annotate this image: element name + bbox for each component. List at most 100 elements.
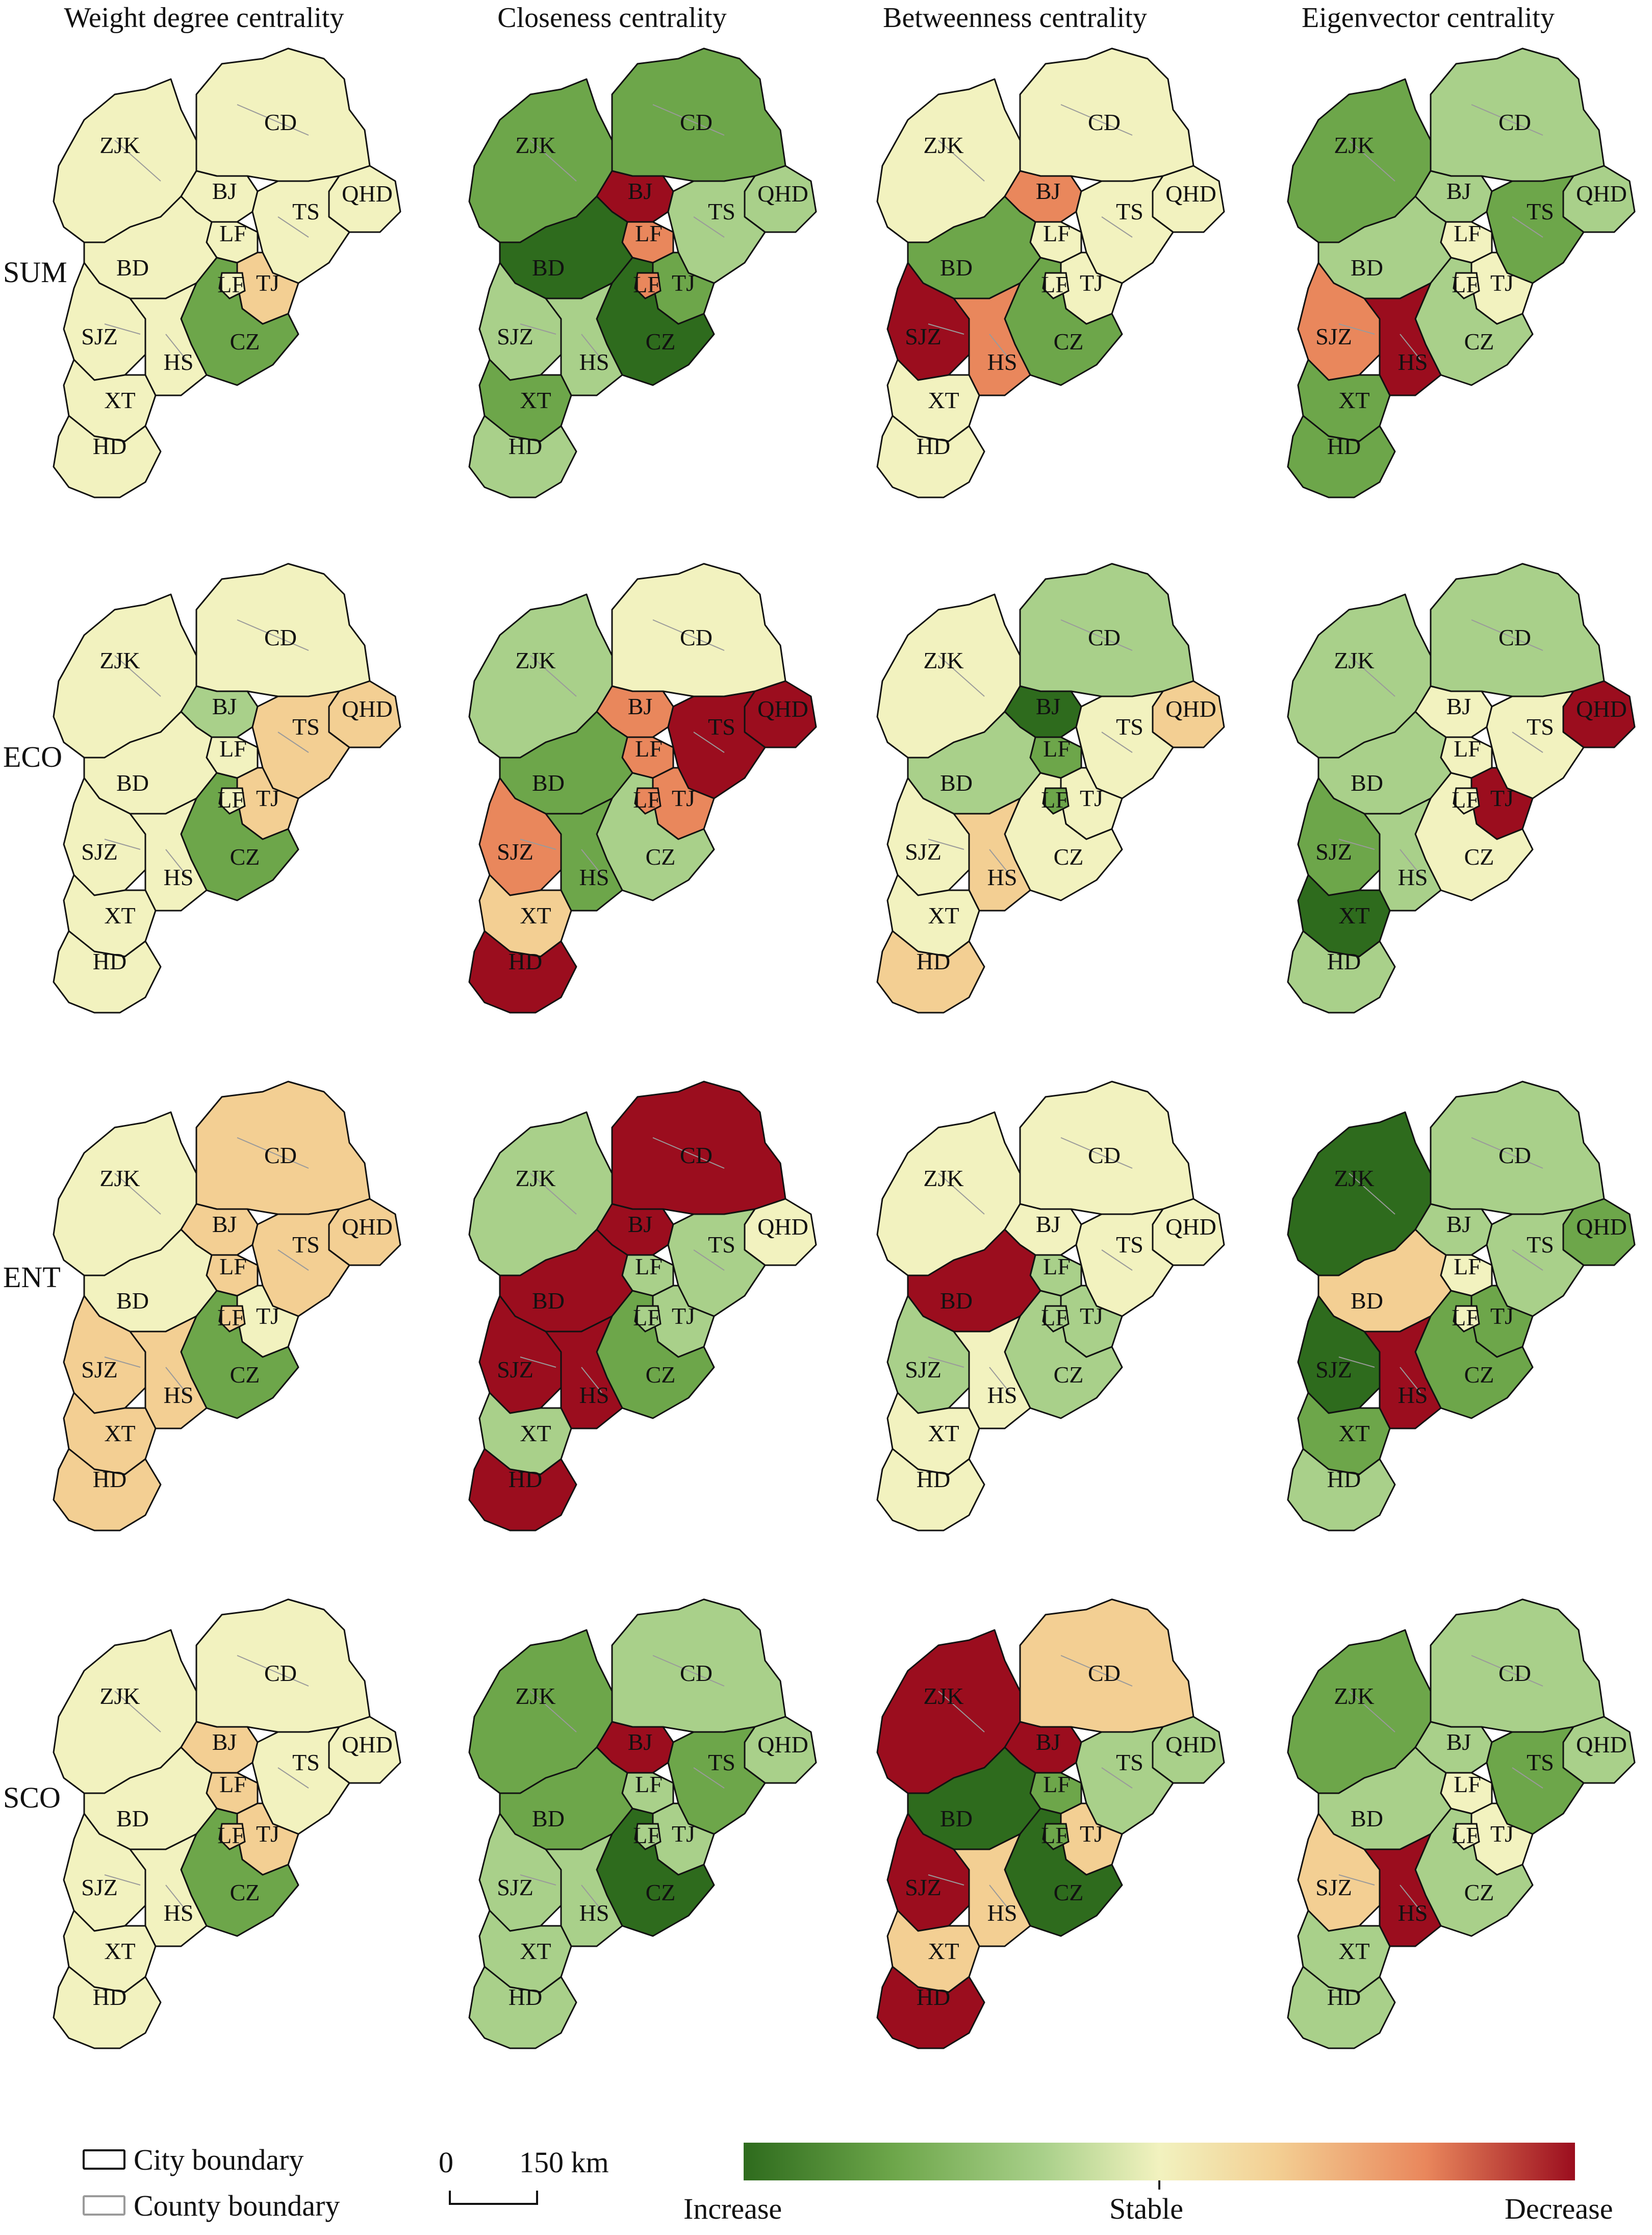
city-label-ts: TS <box>708 198 735 224</box>
city-region-lf-south <box>218 1305 246 1333</box>
city-label-lf: LF <box>1454 1771 1481 1797</box>
city-label-lf-south: LF <box>633 271 660 297</box>
city-region-lf-south <box>1042 272 1070 299</box>
city-label-lf-south: LF <box>633 1822 660 1848</box>
county-boundary-line <box>1101 1249 1133 1271</box>
city-label-tj: TJ <box>1080 270 1103 296</box>
city-label-qhd: QHD <box>1165 181 1216 207</box>
city-label-tj: TJ <box>672 1821 695 1847</box>
city-label-ts: TS <box>1527 714 1554 740</box>
city-label-hs: HS <box>1398 349 1428 375</box>
city-label-xt: XT <box>104 387 135 413</box>
city-label-sjz: SJZ <box>905 1874 942 1900</box>
city-label-sjz: SJZ <box>497 1357 533 1383</box>
city-label-sjz: SJZ <box>1315 323 1352 349</box>
city-label-tj: TJ <box>672 1303 695 1329</box>
city-label-lf-south: LF <box>1452 1822 1479 1848</box>
city-region-lf-south <box>1042 1305 1070 1333</box>
city-label-hd: HD <box>509 948 542 974</box>
city-label-qhd: QHD <box>342 181 393 207</box>
county-boundary-line <box>1512 732 1543 753</box>
city-label-qhd: QHD <box>342 696 393 722</box>
county-boundary-line <box>165 849 187 875</box>
county-boundary-line <box>277 1249 309 1271</box>
col-title-closeness: Closeness centrality <box>497 2 727 34</box>
city-region-hs <box>129 1833 208 1947</box>
city-label-cd: CD <box>680 109 713 135</box>
row-label-sum: SUM <box>3 256 67 289</box>
city-label-lf-south: LF <box>1041 1304 1069 1330</box>
city-label-zjk: ZJK <box>515 647 555 673</box>
map-panel-eco-4: CD ZJK BJ QHD LF TS BD TJ SJZ CZ HS XT HD LF <box>1287 563 1636 1014</box>
city-label-cz: CZ <box>646 1362 676 1388</box>
county-boundary-line <box>989 1885 1010 1911</box>
city-label-lf: LF <box>635 736 663 762</box>
city-region-ts <box>1486 1726 1585 1835</box>
city-label-cz: CZ <box>646 1879 676 1905</box>
city-region-hd <box>876 415 985 498</box>
county-boundary-line <box>989 1367 1010 1393</box>
city-label-tj: TJ <box>672 270 695 296</box>
scale-bar-label: 150 km <box>519 2146 609 2179</box>
city-label-ts: TS <box>1116 714 1143 740</box>
city-label-hd: HD <box>1327 1984 1361 2010</box>
city-label-lf-south: LF <box>217 271 245 297</box>
city-label-hs: HS <box>164 1900 194 1926</box>
city-region-hd <box>468 1448 577 1531</box>
city-region-lf-south <box>634 272 662 299</box>
city-region-lf-south <box>218 787 246 815</box>
county-boundary-line <box>581 1885 602 1911</box>
city-label-sjz: SJZ <box>81 1357 118 1383</box>
map-panel-eco-2: CD ZJK BJ QHD LF TS BD TJ SJZ CZ HS XT HD LF <box>468 563 817 1014</box>
city-label-cd: CD <box>1498 624 1531 650</box>
scale-bar-tick-left <box>449 2191 451 2205</box>
city-label-hs: HS <box>987 864 1018 890</box>
county-boundary-line <box>928 1874 964 1886</box>
city-region-ts <box>667 1726 766 1835</box>
city-label-hs: HS <box>579 349 609 375</box>
city-label-zjk: ZJK <box>923 132 963 158</box>
city-label-xt: XT <box>104 1420 135 1446</box>
city-label-bj: BJ <box>628 1211 653 1237</box>
city-region-hs <box>545 1833 623 1947</box>
county-boundary-line <box>530 140 577 182</box>
color-ramp <box>744 2143 1575 2180</box>
city-label-bd: BD <box>940 770 973 796</box>
city-label-bj: BJ <box>628 1729 653 1755</box>
city-label-hd: HD <box>509 1466 542 1492</box>
city-label-cz: CZ <box>1464 844 1494 870</box>
city-region-hs <box>129 797 208 912</box>
county-boundary-line <box>104 1874 141 1886</box>
city-label-bd: BD <box>116 1288 149 1314</box>
scale-bar-tick-right <box>536 2191 538 2205</box>
city-label-cz: CZ <box>1464 1879 1494 1905</box>
county-boundary-line <box>114 1691 161 1732</box>
county-boundary-line <box>928 323 964 335</box>
county-boundary-line <box>165 334 187 360</box>
city-label-cd: CD <box>1088 624 1121 650</box>
col-title-weight-degree: Weight degree centrality <box>64 2 344 34</box>
county-boundary-swatch <box>83 2195 125 2216</box>
city-label-xt: XT <box>520 387 551 413</box>
city-region-lf-south <box>1453 272 1480 299</box>
county-boundary-line <box>928 1357 964 1368</box>
county-boundary-line <box>1512 1249 1543 1271</box>
county-boundary-line <box>1400 849 1421 875</box>
city-region-hd <box>1287 1448 1396 1531</box>
city-region-ts <box>251 1726 350 1835</box>
city-label-cz: CZ <box>1464 1362 1494 1388</box>
county-boundary-line <box>237 104 309 136</box>
county-boundary-line <box>530 1691 577 1732</box>
county-boundary-line <box>693 1249 725 1271</box>
map-panel-sum-2: CD ZJK BJ QHD LF TS BD TJ SJZ CZ HS XT HD LF <box>468 47 817 498</box>
city-label-bj: BJ <box>212 1729 237 1755</box>
city-label-tj: TJ <box>1490 1821 1514 1847</box>
city-label-ts: TS <box>1527 1232 1554 1258</box>
map-panel-sum-4: CD ZJK BJ QHD LF TS BD TJ SJZ CZ HS XT HD LF <box>1287 47 1636 498</box>
city-label-qhd: QHD <box>1576 181 1627 207</box>
city-label-ts: TS <box>708 1749 735 1775</box>
city-label-zjk: ZJK <box>923 647 963 673</box>
city-label-hs: HS <box>164 864 194 890</box>
city-label-sjz: SJZ <box>497 1874 533 1900</box>
